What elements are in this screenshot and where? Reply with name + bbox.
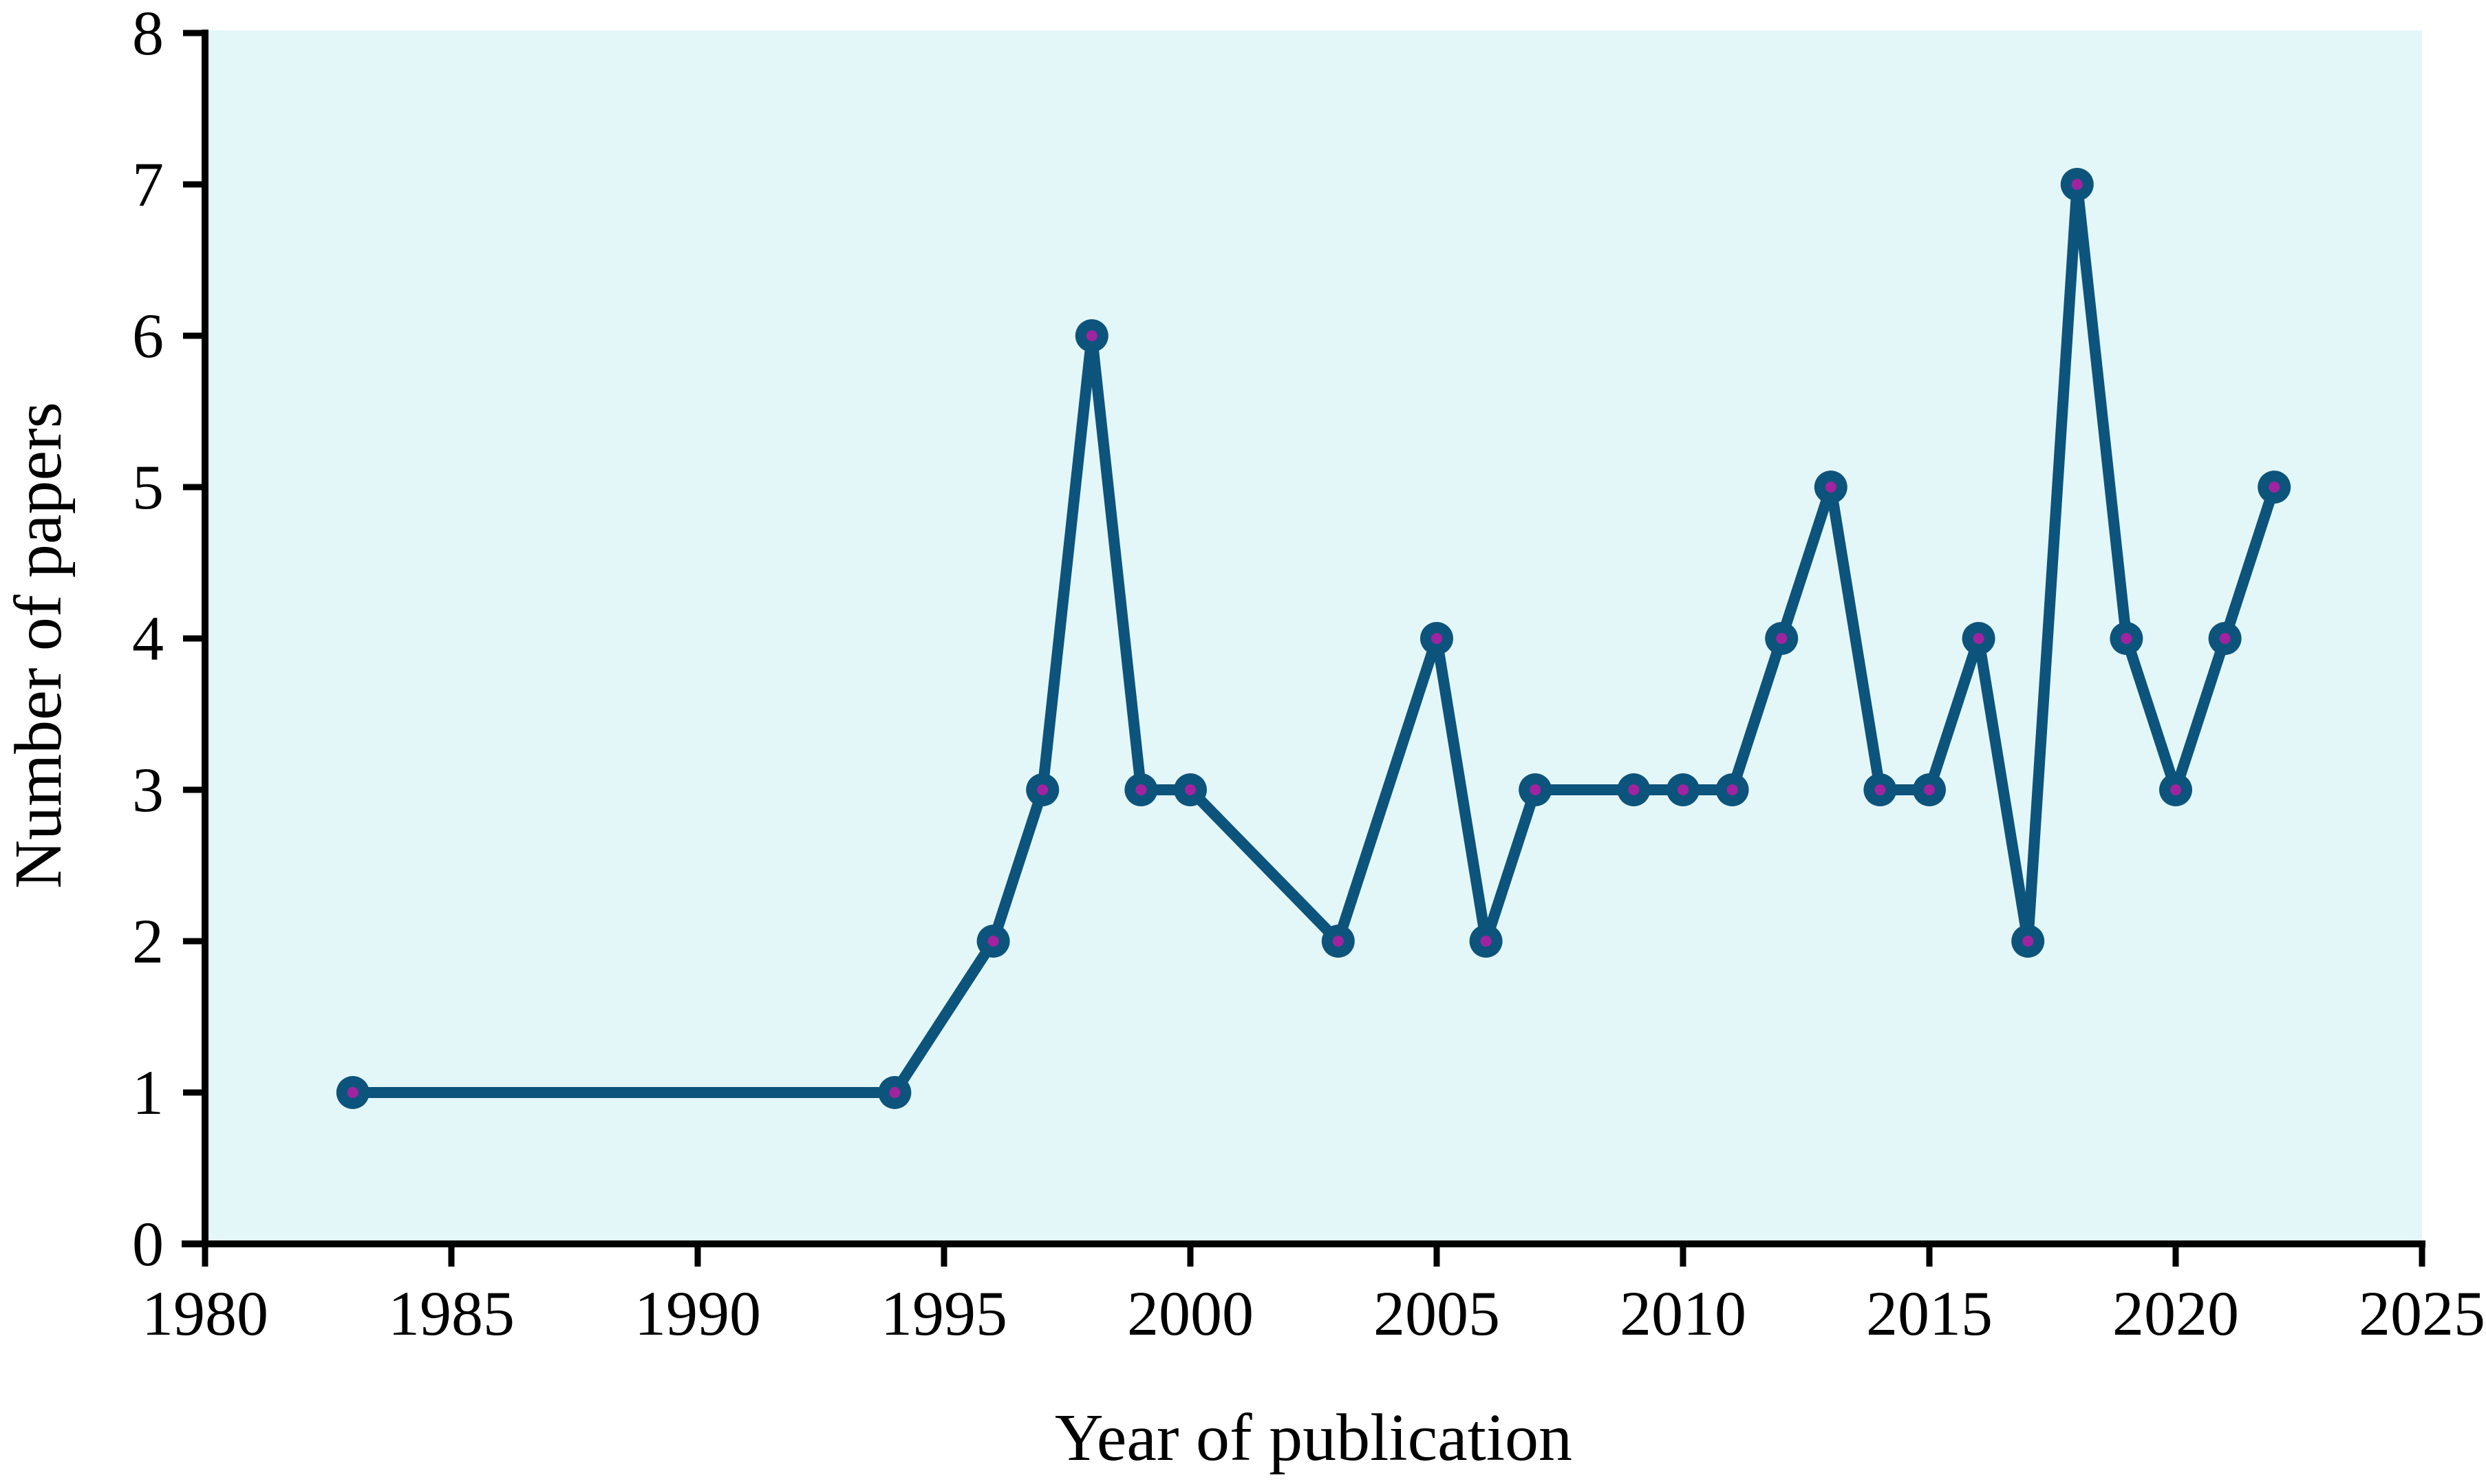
x-tick-label: 2020 [2112,1278,2239,1348]
data-point-center-dot [1825,482,1836,493]
y-tick-label: 5 [132,452,164,522]
y-axis-tick-labels: 0 1 2 3 4 5 6 7 8 [132,0,164,1279]
x-tick-label: 1985 [388,1278,515,1348]
data-point-center-dot [1185,784,1196,795]
data-point-center-dot [2121,633,2132,644]
x-tick-label: 2005 [1373,1278,1500,1348]
data-point-center-dot [1431,633,1442,644]
x-tick-label: 2015 [1866,1278,1993,1348]
x-axis-title: Year of publication [1055,1401,1572,1475]
y-tick-label: 6 [132,301,164,371]
data-point-center-dot [2219,633,2231,644]
plot-area-background [207,30,2422,1243]
y-tick-label: 4 [132,603,164,674]
data-point-center-dot [2071,179,2083,190]
data-point-center-dot [1924,784,1935,795]
data-point-center-dot [1973,633,1984,644]
x-tick-label: 2000 [1127,1278,1254,1348]
y-axis-title: Number of papers [1,402,76,889]
data-point-center-dot [2269,482,2280,493]
data-point-center-dot [987,936,999,947]
x-tick-label: 1990 [634,1278,761,1348]
x-axis-tick-labels: 1980 1985 1990 1995 2000 2005 2010 2015 2020 2025 [142,1278,2485,1348]
y-tick-label: 0 [132,1209,164,1279]
data-point-center-dot [347,1087,358,1098]
x-tick-label: 2025 [2359,1278,2485,1348]
data-point-center-dot [1037,784,1049,795]
x-tick-label: 2010 [1620,1278,1746,1348]
y-tick-label: 3 [132,755,164,825]
data-point-center-dot [1332,936,1344,947]
data-point-center-dot [1726,784,1738,795]
x-tick-label: 1980 [142,1278,268,1348]
data-point-center-dot [1530,784,1541,795]
y-tick-label: 1 [132,1057,164,1128]
data-point-center-dot [2022,936,2034,947]
data-point-center-dot [2170,784,2181,795]
data-point-center-dot [1135,784,1147,795]
y-tick-label: 8 [132,0,164,68]
axis-layer [182,30,2425,1267]
x-tick-label: 1995 [881,1278,1007,1348]
data-point-center-dot [1776,633,1788,644]
data-point-center-dot [1086,330,1097,341]
data-point-center-dot [889,1087,901,1098]
data-point-center-dot [1678,784,1689,795]
data-point-center-dot [1874,784,1886,795]
y-tick-label: 7 [132,149,164,219]
data-point-center-dot [1480,936,1492,947]
y-tick-label: 2 [132,906,164,976]
data-point-center-dot [1628,784,1640,795]
series-layer [336,168,2291,1109]
